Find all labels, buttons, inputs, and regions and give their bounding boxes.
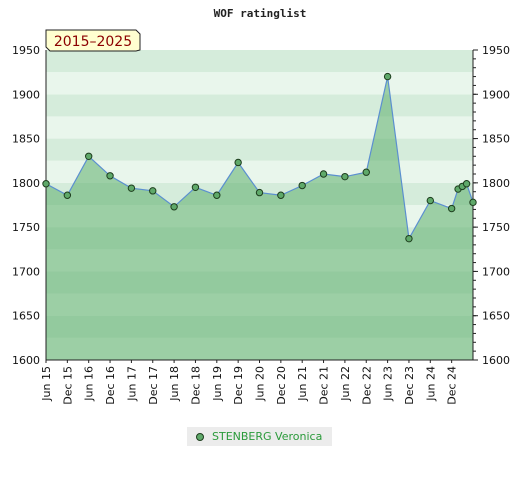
- data-point: [234, 158, 242, 167]
- data-point: [63, 191, 72, 199]
- grid-band: [46, 94, 473, 117]
- data-point: [362, 168, 370, 176]
- data-point: [426, 196, 434, 205]
- x-tick-label: Jun 20: [254, 366, 267, 402]
- x-tick-label: Jun 22: [339, 366, 352, 402]
- y-tick-label-left: 1900: [12, 88, 40, 101]
- data-point: [277, 191, 285, 199]
- x-tick-label: Dec 15: [61, 366, 74, 405]
- legend: STENBERG Veronica: [187, 427, 332, 446]
- data-point: [106, 172, 114, 180]
- chart-title: WOF ratinglist: [214, 7, 307, 20]
- y-tick-label-right: 1750: [482, 221, 510, 234]
- x-tick-label: Jun 15: [40, 366, 53, 402]
- data-point: [469, 198, 477, 207]
- data-point: [341, 172, 349, 181]
- x-tick-label: Dec 22: [360, 366, 373, 405]
- data-point: [42, 180, 50, 188]
- x-tick-label: Dec 19: [232, 366, 245, 405]
- data-point: [462, 180, 471, 188]
- data-point: [319, 170, 328, 178]
- grid-band: [46, 72, 473, 95]
- data-point: [191, 183, 200, 191]
- x-tick-label: Dec 18: [189, 366, 202, 405]
- year-range-text: 2015–2025: [54, 34, 132, 50]
- data-points: [42, 72, 477, 243]
- data-point: [170, 203, 178, 211]
- data-point: [255, 188, 264, 197]
- y-tick-label-left: 1850: [12, 133, 40, 146]
- y-axis-right: 1600 1650 1700 1750 1800 1850 1900 1950: [473, 44, 510, 367]
- x-tick-label: Dec 23: [403, 366, 416, 405]
- y-tick-label-right: 1650: [482, 310, 510, 323]
- year-range-badge: 2015–2025: [45, 29, 141, 52]
- y-axis-left: 1600 1650 1700 1750 1800 1850 1900 1950: [12, 44, 40, 367]
- x-tick-label: Dec 20: [275, 366, 288, 405]
- data-point: [298, 181, 306, 190]
- x-tick-label: Jun 18: [168, 366, 181, 402]
- y-tick-label-right: 1800: [482, 177, 510, 190]
- y-tick-label-right: 1850: [482, 133, 510, 146]
- y-tick-label-left: 1700: [12, 265, 40, 278]
- data-point: [127, 184, 136, 192]
- x-tick-label: Dec 21: [318, 366, 331, 405]
- data-point: [383, 72, 392, 81]
- data-point: [447, 204, 456, 213]
- data-point: [149, 187, 157, 195]
- grid-band: [46, 138, 473, 161]
- x-tick-label: Jun 24: [424, 366, 437, 402]
- y-tick-label-right: 1900: [482, 88, 510, 101]
- x-tick-label: Jun 21: [296, 366, 309, 402]
- y-tick-label-right: 1600: [482, 354, 510, 367]
- y-tick-label-left: 1650: [12, 310, 40, 323]
- x-tick-label: Jun 16: [83, 366, 96, 402]
- x-tick-label: Dec 17: [147, 366, 160, 405]
- x-tick-label: Jun 23: [382, 366, 395, 402]
- y-tick-label-right: 1700: [482, 265, 510, 278]
- x-tick-label: Jun 19: [211, 366, 224, 402]
- x-axis: Jun 15 Dec 15 Jun 16 Dec 16 Jun 17 Dec 17 Jun …: [40, 360, 459, 405]
- grid-band: [46, 116, 473, 139]
- series-area: [46, 76, 473, 361]
- x-tick-label: Jun 17: [125, 366, 138, 402]
- x-tick-label: Dec 16: [104, 366, 117, 405]
- y-tick-label-left: 1800: [12, 177, 40, 190]
- y-tick-label-left: 1600: [12, 354, 40, 367]
- legend-marker-icon: [196, 432, 204, 441]
- data-point: [213, 191, 221, 199]
- data-point: [405, 234, 413, 243]
- y-tick-label-left: 1750: [12, 221, 40, 234]
- y-tick-label-right: 1950: [482, 44, 510, 57]
- y-tick-label-left: 1950: [12, 44, 40, 57]
- grid-band: [46, 50, 473, 73]
- legend-label: STENBERG Veronica: [212, 430, 323, 443]
- x-tick-label: Dec 24: [446, 366, 459, 405]
- data-point: [85, 152, 93, 160]
